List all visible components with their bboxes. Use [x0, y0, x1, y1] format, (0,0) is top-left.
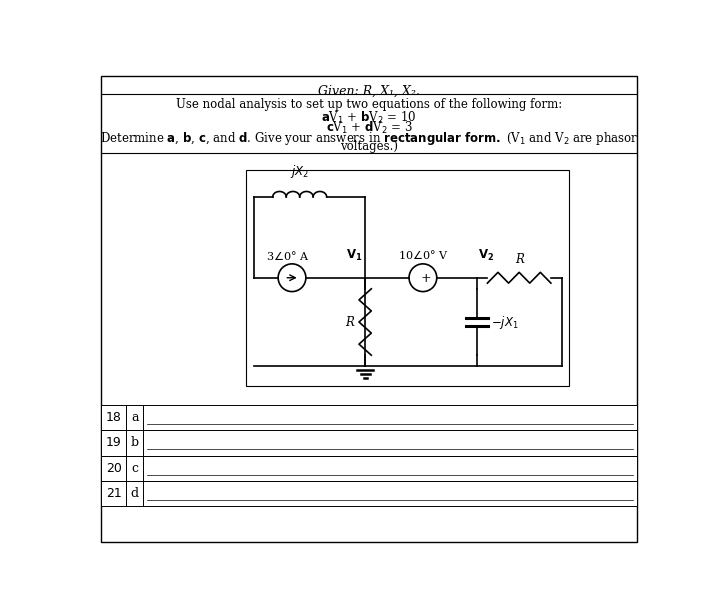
Text: 3$\angle$0° A: 3$\angle$0° A [266, 249, 310, 262]
Text: 18: 18 [106, 411, 122, 424]
Bar [101, 405, 637, 430]
Bar [101, 481, 637, 507]
Text: b: b [131, 437, 139, 449]
Text: d: d [131, 488, 139, 500]
Text: 19: 19 [106, 437, 122, 449]
Text: R: R [515, 253, 523, 266]
Text: Use nodal analysis to set up two equations of the following form:: Use nodal analysis to set up two equatio… [176, 98, 562, 111]
Text: $jX_2$: $jX_2$ [290, 163, 309, 180]
Text: $\mathbf{V_2}$: $\mathbf{V_2}$ [478, 248, 495, 263]
Bar [246, 170, 570, 386]
Text: c: c [132, 462, 138, 475]
Text: $\mathbf{V_1}$: $\mathbf{V_1}$ [346, 248, 363, 263]
Bar [101, 456, 637, 481]
Text: 10$\angle$0° V: 10$\angle$0° V [397, 248, 448, 261]
Text: $\mathbf{a}$V$_1$ + $\mathbf{b}$V$_2$ = 10: $\mathbf{a}$V$_1$ + $\mathbf{b}$V$_2$ = … [321, 110, 417, 126]
Text: $\mathbf{c}$V$_1$ + $\mathbf{d}$V$_2$ = 3: $\mathbf{c}$V$_1$ + $\mathbf{d}$V$_2$ = … [325, 120, 413, 136]
Text: R: R [346, 316, 354, 328]
Text: $-jX_1$: $-jX_1$ [490, 314, 518, 330]
Text: voltages.): voltages.) [340, 140, 398, 153]
Text: 21: 21 [106, 488, 122, 500]
Text: 20: 20 [106, 462, 122, 475]
Text: a: a [131, 411, 139, 424]
Bar [101, 430, 637, 456]
Text: Given: R, X₁, X₂.: Given: R, X₁, X₂. [318, 85, 420, 98]
Text: +: + [420, 272, 431, 285]
Text: Determine $\mathbf{a}$, $\mathbf{b}$, $\mathbf{c}$, and $\mathbf{d}$. Give your : Determine $\mathbf{a}$, $\mathbf{b}$, $\… [100, 130, 638, 147]
